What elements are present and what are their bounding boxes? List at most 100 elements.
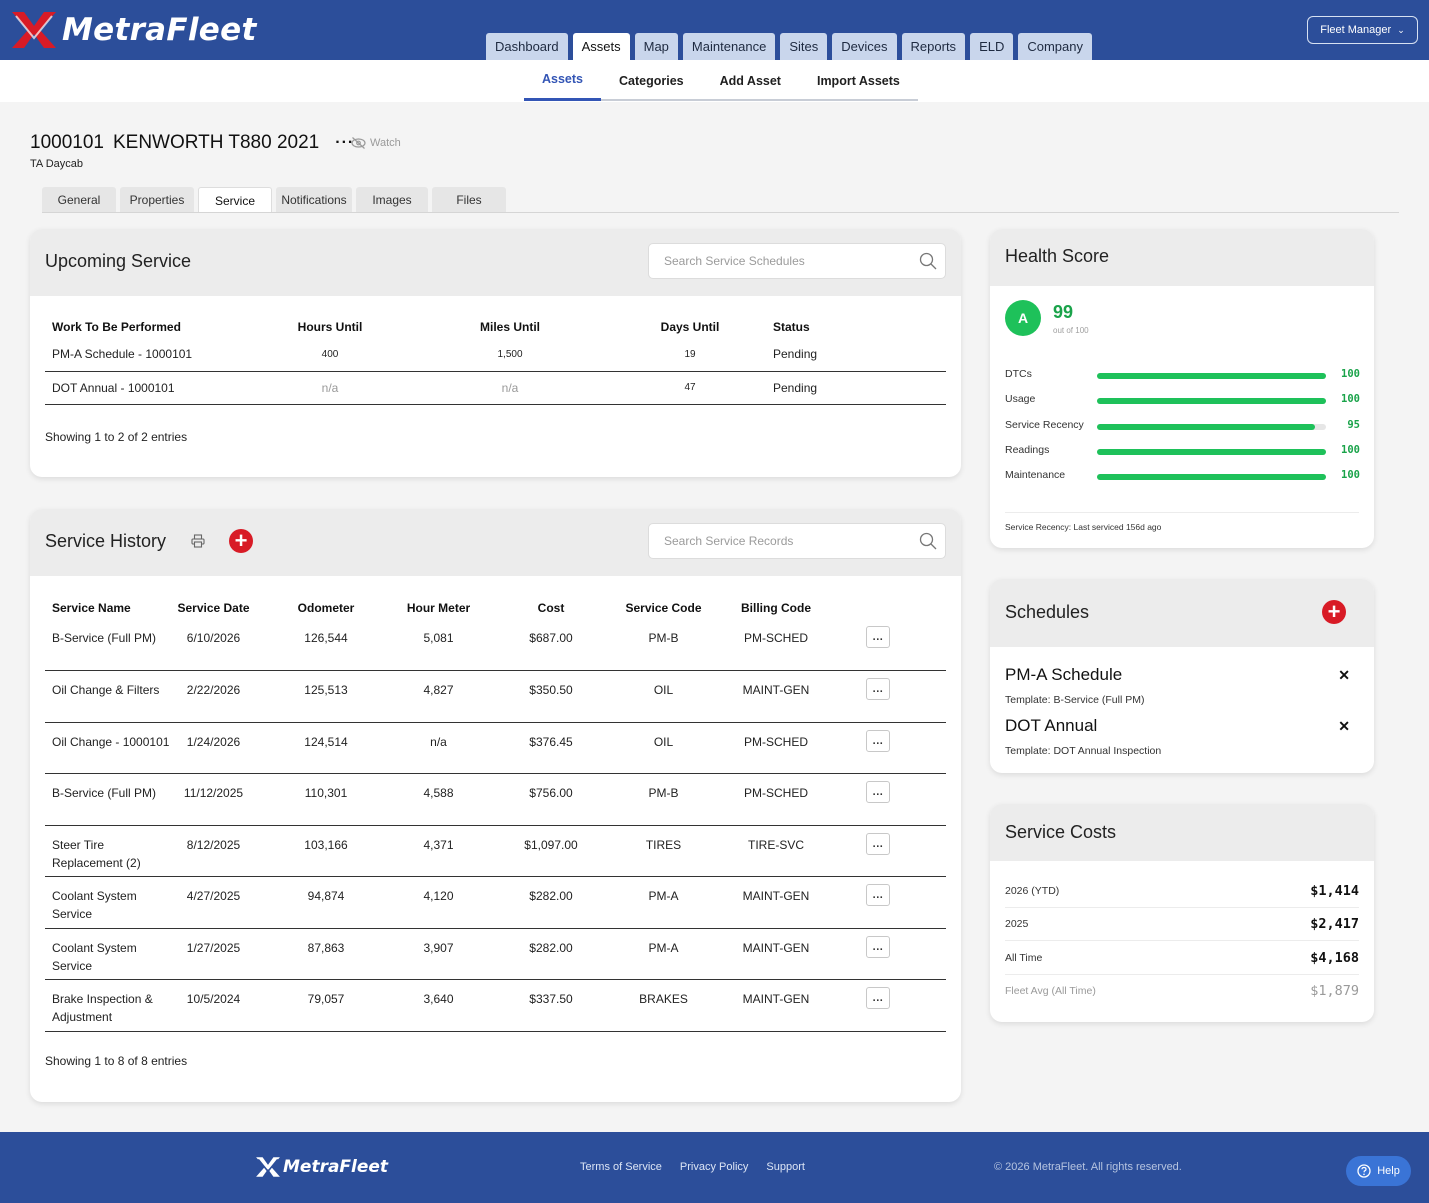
row-actions-button[interactable]: ... (866, 832, 890, 855)
health-score-value: 99 (1053, 302, 1074, 322)
remove-schedule-icon[interactable]: ✕ (1338, 667, 1350, 683)
nav-tab-reports[interactable]: Reports (901, 33, 966, 60)
billing-code-cell: MAINT-GEN (742, 683, 810, 697)
tab-general[interactable]: General (42, 187, 116, 213)
print-icon[interactable] (191, 534, 205, 548)
table-row[interactable]: Brake Inspection & Adjustment 10/5/2024 79… (45, 980, 946, 1031)
billing-code-cell: PM-SCHED (743, 734, 808, 749)
schedule-name[interactable]: PM-A Schedule (1005, 665, 1123, 684)
cost-value: $2,417 (1310, 916, 1359, 932)
service-costs-card: Service Costs 2026 (YTD) $1,414 2025 $2,… (990, 804, 1374, 1022)
cost-label: 2026 (YTD) (1005, 885, 1060, 897)
upcoming-service-card: Upcoming Service Work To Be Performed Ho… (30, 229, 961, 477)
terms-link[interactable]: Terms of Service (580, 1161, 662, 1173)
nav-tab-sites[interactable]: Sites (780, 33, 828, 60)
schedule-search-input[interactable] (664, 254, 904, 268)
subnav-tab-import-assets[interactable]: Import Assets (816, 73, 900, 88)
schedule-name[interactable]: DOT Annual (1005, 716, 1098, 735)
col-service-name[interactable]: Service Name (52, 601, 131, 615)
footer-logo[interactable]: MetraFleet (255, 1155, 388, 1179)
metric-bar-fill (1097, 474, 1326, 481)
records-search-input[interactable] (664, 534, 904, 548)
col-work[interactable]: Work To Be Performed (52, 320, 181, 334)
table-row[interactable]: PM-A Schedule - 1000101 400 1,500 19 Pen… (45, 338, 946, 371)
watch-toggle[interactable]: Watch (351, 137, 401, 149)
watch-label: Watch (370, 137, 401, 149)
nav-tab-eld[interactable]: ELD (970, 33, 1014, 60)
col-miles-until[interactable]: Miles Until (479, 320, 540, 334)
row-actions-button[interactable]: ... (866, 678, 890, 700)
col-service-date[interactable]: Service Date (177, 601, 250, 615)
table-row[interactable]: Coolant System Service 1/27/2025 87,863 3,9… (45, 928, 946, 980)
days-until-cell: 19 (684, 348, 696, 360)
records-search-box[interactable] (648, 523, 946, 559)
tab-service[interactable]: Service (198, 187, 272, 213)
history-table-info: Showing 1 to 8 of 8 entries (45, 1054, 188, 1068)
add-service-record-button[interactable]: + (229, 529, 253, 553)
nav-tab-map[interactable]: Map (634, 33, 678, 60)
help-button[interactable]: Help (1346, 1156, 1411, 1186)
privacy-link[interactable]: Privacy Policy (679, 1161, 749, 1173)
table-row[interactable]: B-Service (Full PM) 11/12/2025 110,301 4,58… (45, 774, 946, 825)
asset-id: 1000101 (30, 132, 104, 153)
col-hours-until[interactable]: Hours Until (297, 320, 363, 334)
metric-bar (1097, 373, 1326, 379)
hour-meter-cell: n/a (430, 734, 447, 749)
row-actions-button[interactable]: ... (866, 781, 890, 803)
col-billing-code[interactable]: Billing Code (741, 601, 811, 615)
nav-tab-company[interactable]: Company (1018, 33, 1092, 60)
tab-properties[interactable]: Properties (120, 187, 194, 213)
row-actions-button[interactable]: ... (866, 935, 890, 958)
service-name-cell: Coolant System Service (52, 940, 137, 973)
brand-logo[interactable]: MetraFleet (10, 8, 257, 52)
table-row[interactable]: Oil Change & Filters 2/22/2026 125,513 4,82… (45, 671, 946, 722)
table-row[interactable]: Oil Change - 1000101 1/24/2026 124,514 n/a $… (45, 722, 946, 774)
row-actions-cell: ... (846, 619, 946, 671)
service-history-title: Service History (45, 531, 167, 551)
table-row[interactable]: Steer Tire Replacement (2) 8/12/2025 103,1… (45, 825, 946, 877)
search-icon[interactable] (919, 532, 937, 550)
row-actions-button[interactable]: ... (866, 626, 890, 648)
service-date-cell: 1/27/2025 (186, 940, 241, 955)
nav-tab-assets[interactable]: Assets (572, 33, 630, 60)
tab-images[interactable]: Images (356, 187, 428, 213)
footer-links: Terms of Service Privacy Policy Support (580, 1161, 805, 1173)
col-hour-meter[interactable]: Hour Meter (406, 601, 471, 615)
row-actions-button[interactable]: ... (866, 987, 890, 1009)
table-row[interactable]: DOT Annual - 1000101 n/a n/a 47 Pending (45, 371, 946, 404)
service-history-table: Service Name Service Date Odometer Hour … (45, 597, 946, 1032)
row-actions-button[interactable]: ... (866, 884, 890, 906)
col-status[interactable]: Status (773, 320, 810, 334)
search-icon[interactable] (919, 252, 937, 270)
col-service-code[interactable]: Service Code (625, 601, 702, 615)
metric-bar (1097, 398, 1326, 405)
nav-tab-devices[interactable]: Devices (832, 33, 897, 60)
table-row[interactable]: B-Service (Full PM) 6/10/2026 126,544 5,081… (45, 619, 946, 671)
col-days-until[interactable]: Days Until (660, 320, 720, 334)
nav-tab-maintenance[interactable]: Maintenance (682, 33, 776, 60)
hours-until-cell: 400 (321, 348, 339, 360)
col-odometer[interactable]: Odometer (297, 601, 355, 615)
billing-code-cell: MAINT-GEN (742, 940, 810, 955)
subnav-tab-categories[interactable]: Categories (619, 73, 684, 88)
page-title: 1000101 KENWORTH T880 2021 ··· (30, 132, 354, 154)
tabs-divider (42, 212, 1399, 213)
user-menu-button[interactable]: Fleet Manager ⌄ (1307, 16, 1418, 44)
table-row[interactable]: Coolant System Service 4/27/2025 94,874 4,1… (45, 877, 946, 929)
row-actions-cell: ... (846, 877, 946, 929)
subnav-tab-assets[interactable]: Assets (524, 60, 601, 101)
service-code-cell: PM-B (648, 631, 679, 645)
support-link[interactable]: Support (766, 1161, 805, 1173)
nav-tab-dashboard[interactable]: Dashboard (486, 33, 568, 60)
cost-row-2025: 2025 $2,417 (1005, 908, 1359, 941)
add-schedule-button[interactable]: + (1322, 600, 1346, 624)
col-cost[interactable]: Cost (537, 601, 565, 615)
tab-files[interactable]: Files (432, 187, 506, 213)
tab-notifications[interactable]: Notifications (276, 187, 352, 213)
metric-value: 100 (1341, 368, 1360, 380)
asset-more-button[interactable]: ··· (335, 134, 355, 151)
subnav-tab-add-asset[interactable]: Add Asset (719, 73, 781, 88)
row-actions-button[interactable]: ... (866, 729, 890, 752)
remove-schedule-icon[interactable]: ✕ (1338, 718, 1350, 734)
schedule-search-box[interactable] (648, 243, 946, 279)
